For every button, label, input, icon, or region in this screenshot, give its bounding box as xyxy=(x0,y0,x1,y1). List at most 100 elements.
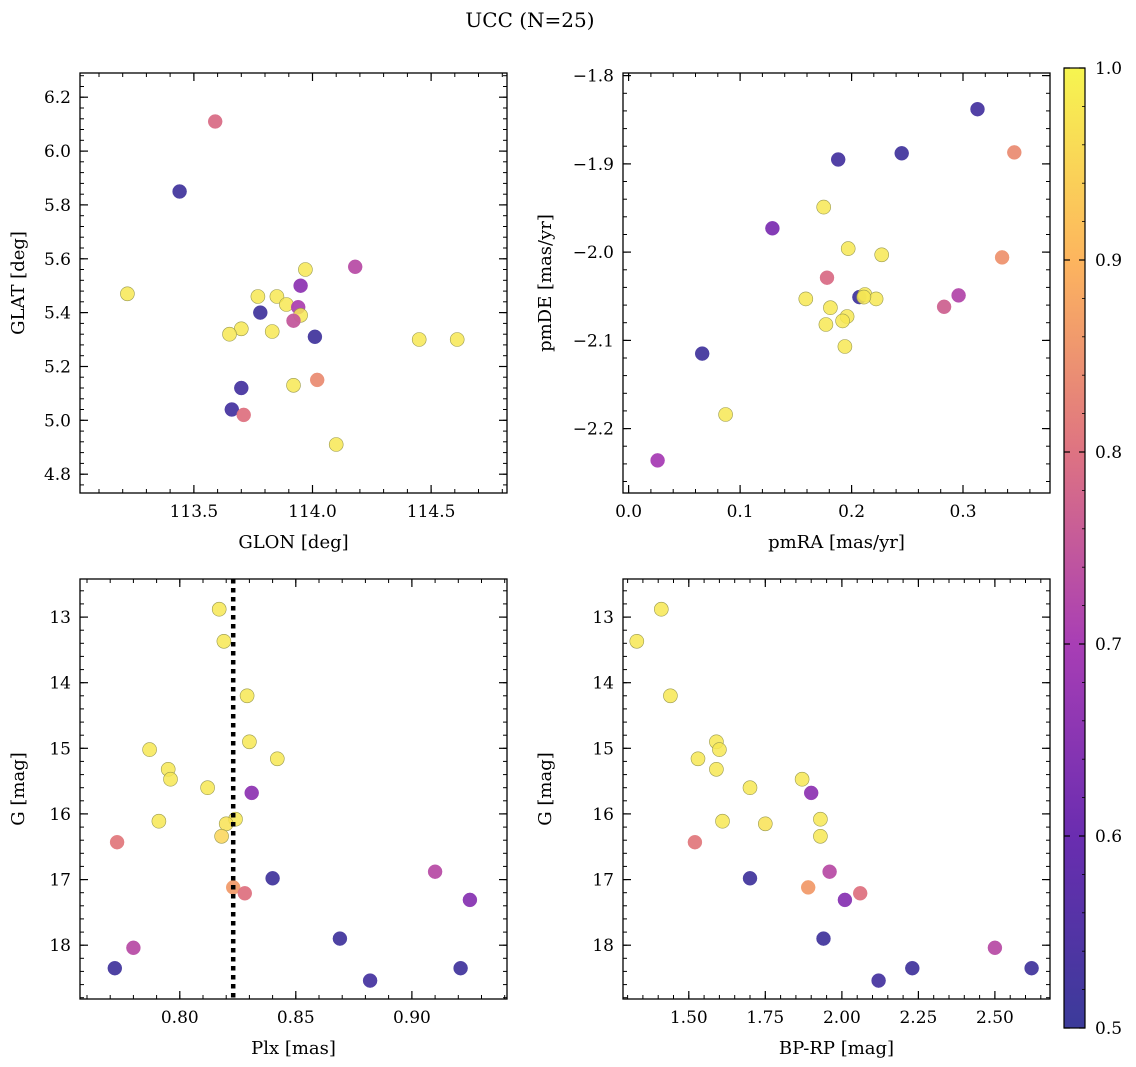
data-point xyxy=(653,601,669,617)
bprp-g-panel: 1.50 1.75 2.00 2.25 2.50 13 14 15 16 17 18 BP-RP [m… xyxy=(535,578,1051,1059)
pmra-pmde-panel: 0.0 0.1 0.2 0.3 −2.2 −2.1 −2.0 −1.9 −1.8 pmRA [ma… xyxy=(535,67,1051,553)
data-point xyxy=(1007,145,1022,160)
axes-frame xyxy=(622,72,1051,494)
x-tick-label: 2.50 xyxy=(976,1008,1014,1028)
x-tick-label: 0.2 xyxy=(838,502,865,522)
y-tick-label: 15 xyxy=(592,739,614,759)
data-point xyxy=(831,152,846,167)
data-point xyxy=(214,828,229,844)
colorbar-tick-label: 0.9 xyxy=(1095,251,1122,271)
y-tick-label: 6.0 xyxy=(44,142,71,162)
y-tick-label: −2.2 xyxy=(573,420,614,440)
data-point xyxy=(819,270,835,285)
data-point xyxy=(253,305,268,320)
y-tick-label: −2.0 xyxy=(573,243,614,263)
data-point xyxy=(835,313,850,329)
data-point xyxy=(151,813,167,829)
x-tick-label: 0.85 xyxy=(277,1008,315,1028)
data-point xyxy=(765,221,780,236)
data-point xyxy=(813,828,828,844)
data-point xyxy=(823,300,838,316)
x-tick-label: 1.50 xyxy=(670,1008,708,1028)
data-point xyxy=(840,241,856,256)
x-tick-label: 113.5 xyxy=(170,502,219,522)
y-tick-label: 5.4 xyxy=(44,304,71,324)
data-point xyxy=(936,299,952,314)
data-point xyxy=(813,811,828,827)
data-point xyxy=(224,402,240,417)
data-point xyxy=(994,250,1010,265)
data-point xyxy=(172,184,187,199)
y-tick-label: 14 xyxy=(49,674,71,694)
y-tick-label: 5.8 xyxy=(44,196,71,216)
colorbar-gradient xyxy=(1063,67,1086,1029)
y-tick-label: 14 xyxy=(592,674,614,694)
data-point xyxy=(200,780,215,796)
data-point xyxy=(742,780,758,796)
data-point xyxy=(1024,961,1039,976)
data-point xyxy=(310,372,325,388)
colorbar-tick-label: 0.7 xyxy=(1095,635,1122,655)
data-point xyxy=(709,761,724,777)
data-point xyxy=(690,751,706,767)
data-point xyxy=(837,339,853,354)
data-point xyxy=(663,688,678,704)
figure-title: UCC (N=25) xyxy=(465,8,594,32)
data-point xyxy=(265,871,280,886)
data-point xyxy=(427,864,443,879)
x-tick-label: 114.5 xyxy=(407,502,456,522)
y-tick-label: 5.6 xyxy=(44,250,71,270)
y-tick-label: 17 xyxy=(49,871,71,891)
glon-glat-panel: 113.5 114.0 114.5 4.8 5.0 5.2 5.4 5.6 5.8 6.0 6.2 G… xyxy=(8,72,508,553)
y-tick-label: 5.0 xyxy=(44,411,71,431)
colorbar-ticks: 0.5 0.6 0.7 0.8 0.9 1.0 xyxy=(1064,59,1122,1039)
y-tick-label: 5.2 xyxy=(44,358,71,378)
x-tick-label: 114.0 xyxy=(288,502,337,522)
data-point xyxy=(715,813,730,829)
data-point xyxy=(757,816,773,832)
data-point xyxy=(816,931,831,946)
data-point xyxy=(742,871,758,886)
x-axis-label: Plx [mas] xyxy=(251,1038,336,1059)
x-tick-label: 2.25 xyxy=(899,1008,937,1028)
y-tick-label: 17 xyxy=(592,871,614,891)
data-point xyxy=(856,289,872,305)
data-point xyxy=(894,146,909,161)
data-point xyxy=(269,289,285,304)
y-axis-label: G [mag] xyxy=(535,752,556,825)
data-point xyxy=(348,259,363,274)
data-point xyxy=(120,286,135,302)
data-point xyxy=(237,886,253,901)
data-point xyxy=(207,114,223,129)
x-axis-label: pmRA [mas/yr] xyxy=(768,532,905,553)
data-point xyxy=(250,289,266,304)
data-point xyxy=(798,291,814,307)
data-point xyxy=(905,961,920,976)
data-point xyxy=(126,940,141,955)
data-point xyxy=(332,931,348,946)
data-point xyxy=(868,291,884,307)
data-point xyxy=(687,835,703,850)
data-point xyxy=(242,734,257,750)
data-point xyxy=(853,886,868,901)
data-point xyxy=(234,380,249,396)
data-point xyxy=(874,247,890,263)
data-point xyxy=(629,633,645,649)
data-point xyxy=(801,880,816,895)
y-tick-label: 13 xyxy=(592,608,614,628)
data-point xyxy=(211,601,227,617)
data-point xyxy=(970,101,985,117)
data-point xyxy=(794,771,810,787)
data-point xyxy=(453,961,468,976)
data-point xyxy=(298,262,313,277)
x-tick-label: 0.0 xyxy=(615,502,642,522)
panels: 113.5 114.0 114.5 4.8 5.0 5.2 5.4 5.6 5.8 6.0 6.2 G… xyxy=(8,67,1051,1059)
data-point xyxy=(239,688,255,704)
data-point xyxy=(818,317,834,332)
data-point xyxy=(951,288,966,303)
x-tick-label: 0.1 xyxy=(727,502,754,522)
data-point xyxy=(328,437,344,452)
y-tick-label: 18 xyxy=(592,936,614,956)
data-point xyxy=(244,785,259,801)
data-point xyxy=(712,742,727,757)
